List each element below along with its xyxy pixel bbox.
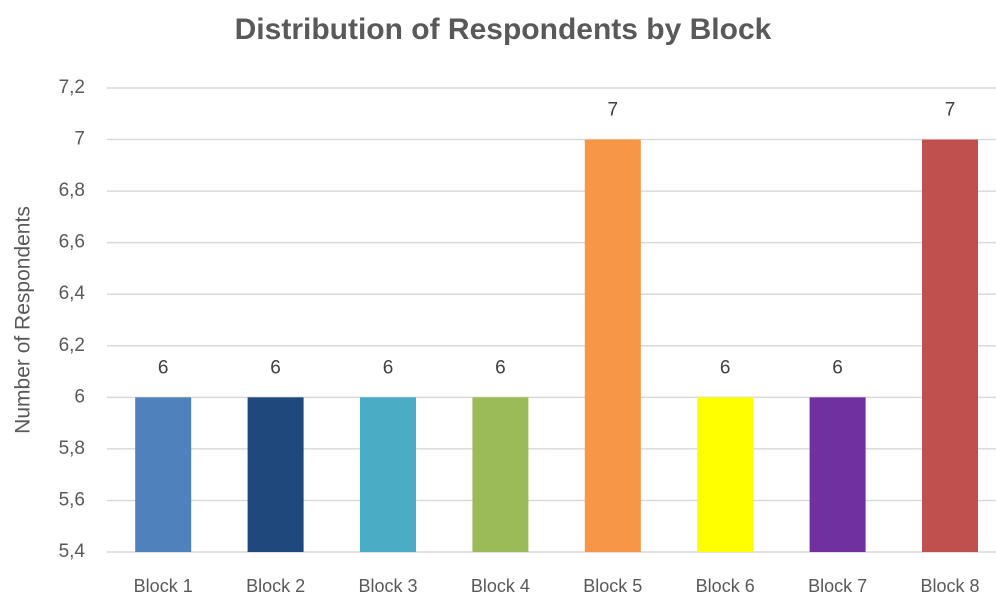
data-label: 6	[383, 357, 394, 378]
data-label: 6	[495, 357, 506, 378]
data-label: 7	[608, 100, 619, 121]
bar	[247, 397, 304, 552]
y-tick-label: 6,6	[59, 232, 85, 253]
x-tick-label: Block 5	[583, 576, 642, 596]
data-label: 7	[945, 100, 956, 121]
bar	[697, 397, 754, 552]
y-tick-label: 7	[74, 129, 85, 150]
y-tick-label: 6,2	[59, 335, 85, 356]
y-tick-label: 7,2	[59, 77, 85, 98]
data-label: 6	[158, 357, 169, 378]
bar	[922, 139, 978, 553]
data-label: 6	[270, 357, 281, 378]
bar	[584, 139, 641, 553]
bar	[472, 397, 529, 552]
y-tick-label: 6,4	[59, 283, 86, 304]
y-tick-label: 6	[74, 386, 85, 407]
y-tick-label: 5,4	[59, 541, 86, 562]
x-tick-label: Block 4	[471, 576, 530, 596]
bar	[135, 397, 192, 552]
chart-title: Distribution of Respondents by Block	[235, 13, 772, 46]
x-tick-label: Block 6	[696, 576, 755, 596]
bar	[809, 397, 866, 552]
y-axis-label: Number of Respondents	[12, 206, 35, 434]
x-tick-label: Block 8	[920, 576, 979, 596]
bar	[360, 397, 416, 552]
x-tick-label: Block 2	[246, 576, 305, 596]
data-label: 6	[720, 357, 731, 378]
data-label: 6	[832, 357, 843, 378]
x-tick-label: Block 1	[134, 576, 193, 596]
y-tick-label: 6,8	[59, 180, 85, 201]
y-tick-label: 5,8	[59, 438, 85, 459]
y-tick-label: 5,6	[59, 489, 85, 510]
x-tick-label: Block 3	[358, 576, 417, 596]
x-tick-label: Block 7	[808, 576, 867, 596]
